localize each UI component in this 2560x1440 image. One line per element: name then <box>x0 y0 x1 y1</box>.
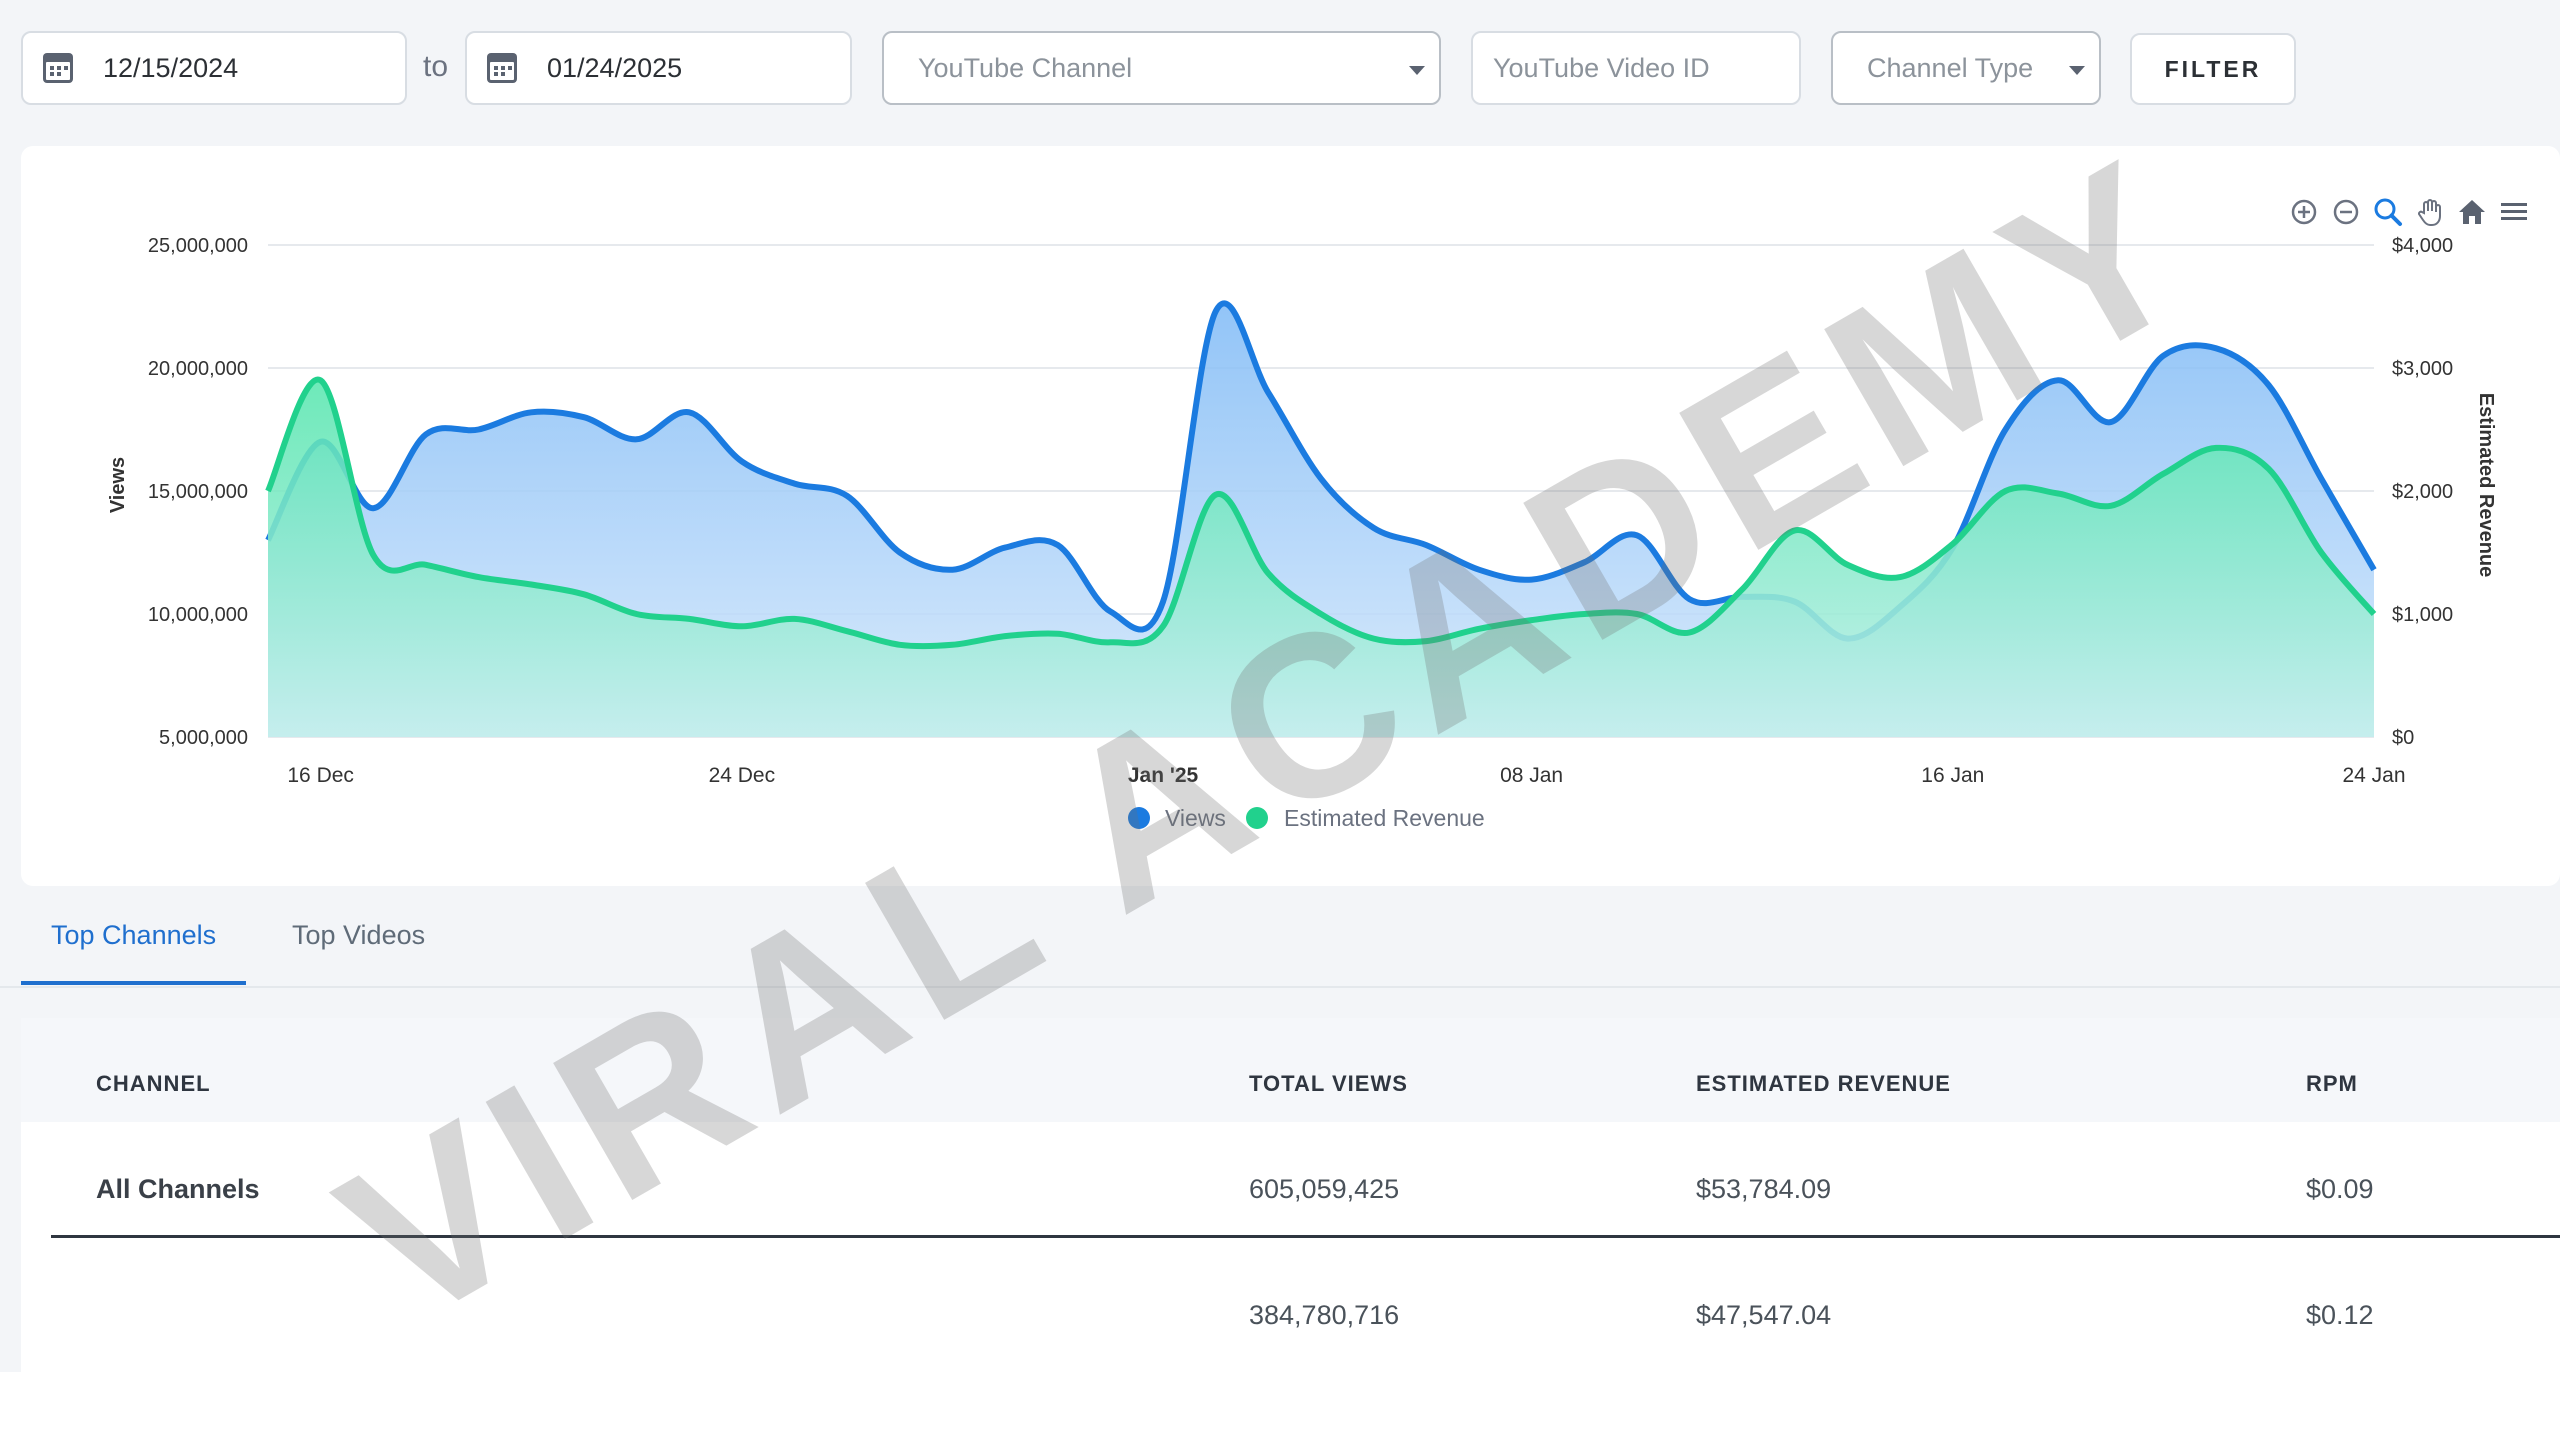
cell-rpm: $0.09 <box>2306 1174 2374 1204</box>
magnifier-icon <box>2374 198 2402 226</box>
y-right-tick-label: $2,000 <box>2392 481 2453 503</box>
tab-bar: Top Channels Top Videos <box>0 890 2560 988</box>
cell-estimated-revenue: $53,784.09 <box>1696 1174 1832 1204</box>
series-line-views[interactable] <box>265 300 2377 642</box>
zoom-in-button[interactable] <box>2286 194 2322 230</box>
y-right-tick-label: $3,000 <box>2392 358 2453 380</box>
y-left-tick-label: 25,000,000 <box>148 235 248 257</box>
channel-type-select[interactable]: Channel Type <box>1831 31 2101 105</box>
x-tick-label: 16 Dec <box>287 764 354 787</box>
top-channels-table: CHANNEL TOTAL VIEWS ESTIMATED REVENUE RP… <box>21 1018 2560 1440</box>
end-date-value: 01/24/2025 <box>547 52 683 83</box>
column-header-total-views[interactable]: TOTAL VIEWS <box>1249 1071 1408 1096</box>
y-axis-left: 5,000,000 10,000,000 15,000,000 20,000,000 2… <box>148 235 248 749</box>
series-layer <box>265 300 2377 737</box>
legend-label-estimated-revenue: Estimated Revenue <box>1284 805 1485 831</box>
y-right-tick-label: $4,000 <box>2392 235 2453 257</box>
x-tick-label: 24 Jan <box>2342 764 2405 787</box>
views-revenue-chart: 5,000,000 10,000,000 15,000,000 20,000,000 2… <box>107 235 2497 831</box>
date-range-separator: to <box>423 50 449 83</box>
column-header-estimated-revenue[interactable]: ESTIMATED REVENUE <box>1696 1071 1951 1096</box>
cell-estimated-revenue: $47,547.04 <box>1696 1300 1832 1330</box>
column-header-channel[interactable]: CHANNEL <box>96 1071 211 1096</box>
y-axis-right: $0 $1,000 $2,000 $3,000 $4,000 <box>2392 235 2453 749</box>
legend-label-views: Views <box>1165 805 1226 831</box>
pan-button[interactable] <box>2412 194 2448 230</box>
reset-zoom-button[interactable] <box>2454 194 2490 230</box>
zoom-out-button[interactable] <box>2328 194 2364 230</box>
y-left-tick-label: 20,000,000 <box>148 358 248 380</box>
home-icon <box>2459 200 2485 224</box>
menu-icon <box>2501 203 2527 220</box>
chart-legend: Views Estimated Revenue <box>1128 805 1485 831</box>
column-header-rpm[interactable]: RPM <box>2306 1071 2358 1096</box>
zoom-in-icon <box>2291 199 2317 225</box>
pan-hand-icon <box>2418 199 2441 226</box>
x-axis: 16 Dec 24 Dec Jan '25 08 Jan 16 Jan 24 Jan <box>287 764 2405 787</box>
filter-button[interactable]: FILTER <box>2130 33 2296 105</box>
tab-top-channels[interactable]: Top Channels <box>21 920 247 985</box>
cell-rpm: $0.12 <box>2306 1300 2374 1330</box>
x-tick-label: 16 Jan <box>1921 764 1984 787</box>
y-left-tick-label: 10,000,000 <box>148 604 248 626</box>
cell-channel: All Channels <box>96 1174 260 1204</box>
chart-menu-button[interactable] <box>2496 194 2532 230</box>
table-row[interactable]: All Channels 605,059,425 $53,784.09 $0.0… <box>51 1122 2560 1238</box>
legend-item-estimated-revenue[interactable]: Estimated Revenue <box>1246 805 1485 831</box>
filter-bar: 12/15/2024 to 01/24/2025 YouTube Channel… <box>0 0 2560 140</box>
y-right-tick-label: $1,000 <box>2392 604 2453 626</box>
series-area-estimated-revenue <box>268 379 2374 737</box>
legend-marker-estimated-revenue <box>1246 807 1268 829</box>
y-right-tick-label: $0 <box>2392 727 2414 749</box>
y-axis-right-title: Estimated Revenue <box>2475 393 2497 578</box>
youtube-video-id-input[interactable]: YouTube Video ID <box>1471 31 1801 105</box>
legend-marker-views <box>1128 807 1150 829</box>
cell-total-views: 384,780,716 <box>1249 1300 1400 1330</box>
calendar-icon <box>43 53 73 83</box>
end-date-field[interactable]: 01/24/2025 <box>465 31 852 105</box>
page-footer-blank <box>0 1372 2560 1440</box>
chevron-down-icon <box>2069 66 2085 75</box>
tab-top-videos[interactable]: Top Videos <box>292 920 426 950</box>
x-tick-label: 24 Dec <box>709 764 776 787</box>
youtube-video-id-placeholder: YouTube Video ID <box>1493 52 1710 83</box>
chevron-down-icon <box>1409 66 1425 75</box>
cell-total-views: 605,059,425 <box>1249 1174 1400 1204</box>
table-row[interactable]: 384,780,716 $47,547.04 $0.12 <box>51 1238 2560 1380</box>
selection-zoom-button[interactable] <box>2370 194 2406 230</box>
channel-type-placeholder: Channel Type <box>1867 52 2034 83</box>
youtube-channel-placeholder: YouTube Channel <box>918 52 1133 83</box>
zoom-out-icon <box>2333 199 2359 225</box>
youtube-channel-select[interactable]: YouTube Channel <box>882 31 1441 105</box>
start-date-field[interactable]: 12/15/2024 <box>21 31 407 105</box>
series-line-estimated-revenue[interactable] <box>265 376 2377 650</box>
y-left-tick-label: 5,000,000 <box>159 727 248 749</box>
x-tick-label: Jan '25 <box>1128 764 1199 787</box>
y-axis-left-title: Views <box>107 457 129 513</box>
x-tick-label: 08 Jan <box>1500 764 1563 787</box>
start-date-value: 12/15/2024 <box>103 52 239 83</box>
chart-toolbar <box>2286 194 2532 230</box>
legend-item-views[interactable]: Views <box>1128 805 1226 831</box>
table-header: CHANNEL TOTAL VIEWS ESTIMATED REVENUE RP… <box>21 1018 2560 1122</box>
y-left-tick-label: 15,000,000 <box>148 481 248 503</box>
calendar-icon <box>487 53 517 83</box>
